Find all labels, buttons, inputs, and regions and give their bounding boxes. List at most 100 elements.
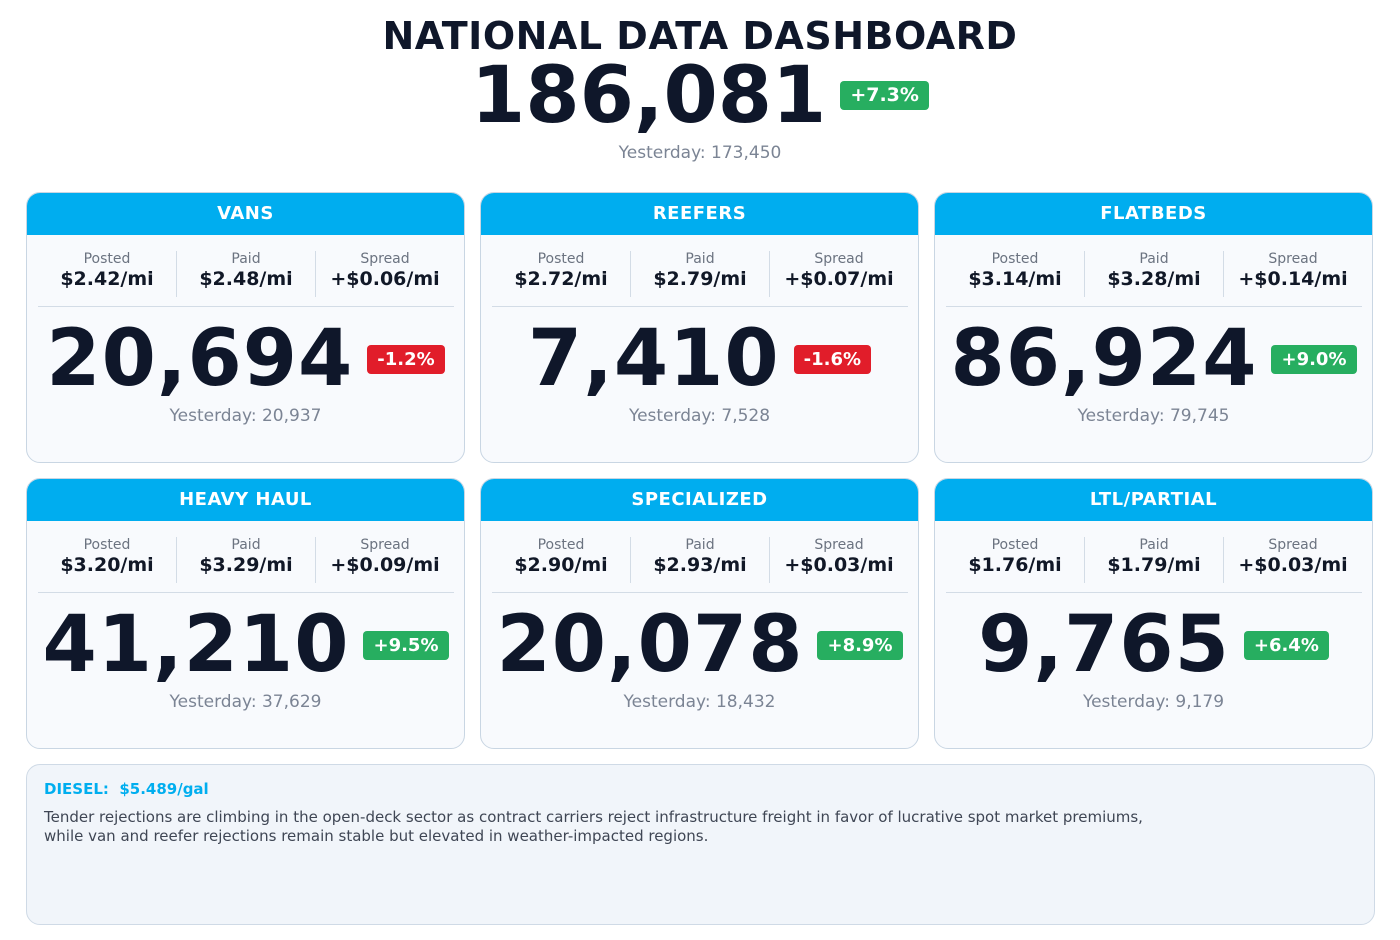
paid-value: $1.79/mi: [1107, 554, 1201, 576]
load-count-row: 20,694 -1.2%: [27, 317, 464, 401]
load-count-row: 41,210 +9.5%: [27, 603, 464, 687]
spread-label: Spread: [360, 251, 410, 267]
spread-label: Spread: [814, 251, 864, 267]
divider: [38, 592, 454, 593]
posted-rate: Posted $2.72/mi: [492, 251, 631, 297]
spread-label: Spread: [1268, 537, 1318, 553]
load-count-row: 86,924 +9.0%: [935, 317, 1372, 401]
load-count: 20,694: [46, 314, 354, 404]
yesterday-value: Yesterday: 18,432: [623, 692, 776, 712]
divider: [492, 592, 908, 593]
paid-value: $2.93/mi: [653, 554, 747, 576]
spread-rate: Spread +$0.03/mi: [1224, 537, 1362, 583]
paid-label: Paid: [685, 537, 715, 553]
paid-rate: Paid $2.48/mi: [177, 251, 316, 297]
card-title: HEAVY HAUL: [27, 479, 464, 521]
posted-value: $2.42/mi: [60, 268, 154, 290]
national-total: 186,081 +7.3%: [0, 56, 1400, 136]
posted-rate: Posted $3.20/mi: [38, 537, 177, 583]
card-title: SPECIALIZED: [481, 479, 918, 521]
posted-value: $1.76/mi: [968, 554, 1062, 576]
load-count-row: 9,765 +6.4%: [935, 603, 1372, 687]
change-badge: -1.6%: [793, 344, 872, 374]
posted-rate: Posted $1.76/mi: [946, 537, 1085, 583]
paid-value: $3.29/mi: [199, 554, 293, 576]
spread-value: +$0.03/mi: [784, 554, 894, 576]
posted-value: $3.20/mi: [60, 554, 154, 576]
posted-label: Posted: [991, 251, 1039, 267]
rate-summary: Posted $3.20/mi Paid $3.29/mi Spread +$0…: [38, 537, 454, 583]
total-loads-value: 186,081: [471, 51, 827, 141]
paid-value: $2.48/mi: [199, 268, 293, 290]
spread-rate: Spread +$0.09/mi: [316, 537, 454, 583]
change-badge: +9.0%: [1271, 344, 1357, 374]
load-count: 7,410: [527, 314, 780, 404]
diesel-price: DIESEL: $5.489/gal: [44, 780, 209, 798]
posted-label: Posted: [537, 537, 585, 553]
posted-label: Posted: [991, 537, 1039, 553]
posted-label: Posted: [83, 537, 131, 553]
paid-value: $2.79/mi: [653, 268, 747, 290]
paid-rate: Paid $2.93/mi: [631, 537, 770, 583]
card-flatbeds: FLATBEDS Posted $3.14/mi Paid $3.28/mi S…: [934, 192, 1373, 463]
divider: [946, 592, 1362, 593]
paid-label: Paid: [231, 537, 261, 553]
market-notes-panel: DIESEL: $5.489/gal Tender rejections are…: [26, 764, 1375, 925]
spread-rate: Spread +$0.06/mi: [316, 251, 454, 297]
rate-summary: Posted $3.14/mi Paid $3.28/mi Spread +$0…: [946, 251, 1362, 297]
spread-value: +$0.14/mi: [1238, 268, 1348, 290]
posted-label: Posted: [83, 251, 131, 267]
divider: [946, 306, 1362, 307]
divider: [38, 306, 454, 307]
paid-label: Paid: [1139, 251, 1169, 267]
posted-rate: Posted $3.14/mi: [946, 251, 1085, 297]
posted-rate: Posted $2.90/mi: [492, 537, 631, 583]
spread-value: +$0.07/mi: [784, 268, 894, 290]
posted-value: $2.72/mi: [514, 268, 608, 290]
posted-value: $3.14/mi: [968, 268, 1062, 290]
spread-label: Spread: [1268, 251, 1318, 267]
rate-summary: Posted $1.76/mi Paid $1.79/mi Spread +$0…: [946, 537, 1362, 583]
load-count: 20,078: [496, 600, 804, 690]
spread-value: +$0.03/mi: [1238, 554, 1348, 576]
total-change-badge: +7.3%: [840, 80, 929, 110]
total-yesterday: Yesterday: 173,450: [618, 143, 782, 163]
spread-label: Spread: [814, 537, 864, 553]
spread-rate: Spread +$0.14/mi: [1224, 251, 1362, 297]
change-badge: +6.4%: [1243, 630, 1329, 660]
spread-rate: Spread +$0.03/mi: [770, 537, 908, 583]
load-count-row: 20,078 +8.9%: [481, 603, 918, 687]
market-commentary: Tender rejections are climbing in the op…: [44, 808, 1143, 845]
yesterday-value: Yesterday: 9,179: [1082, 692, 1225, 712]
spread-value: +$0.09/mi: [330, 554, 440, 576]
card-vans: VANS Posted $2.42/mi Paid $2.48/mi Sprea…: [26, 192, 465, 463]
paid-rate: Paid $3.29/mi: [177, 537, 316, 583]
load-count: 86,924: [950, 314, 1258, 404]
divider: [492, 306, 908, 307]
card-title: LTL/PARTIAL: [935, 479, 1372, 521]
paid-label: Paid: [1139, 537, 1169, 553]
card-ltl-partial: LTL/PARTIAL Posted $1.76/mi Paid $1.79/m…: [934, 478, 1373, 749]
spread-value: +$0.06/mi: [330, 268, 440, 290]
yesterday-value: Yesterday: 37,629: [169, 692, 322, 712]
paid-rate: Paid $2.79/mi: [631, 251, 770, 297]
paid-value: $3.28/mi: [1107, 268, 1201, 290]
change-badge: +9.5%: [363, 630, 449, 660]
spread-rate: Spread +$0.07/mi: [770, 251, 908, 297]
posted-label: Posted: [537, 251, 585, 267]
card-reefers: REEFERS Posted $2.72/mi Paid $2.79/mi Sp…: [480, 192, 919, 463]
card-title: VANS: [27, 193, 464, 235]
spread-label: Spread: [360, 537, 410, 553]
card-heavy-haul: HEAVY HAUL Posted $3.20/mi Paid $3.29/mi…: [26, 478, 465, 749]
load-count: 9,765: [978, 600, 1230, 690]
rate-summary: Posted $2.90/mi Paid $2.93/mi Spread +$0…: [492, 537, 908, 583]
paid-label: Paid: [685, 251, 715, 267]
posted-rate: Posted $2.42/mi: [38, 251, 177, 297]
posted-value: $2.90/mi: [514, 554, 608, 576]
yesterday-value: Yesterday: 20,937: [169, 406, 322, 426]
paid-rate: Paid $3.28/mi: [1085, 251, 1224, 297]
change-badge: -1.2%: [367, 344, 445, 374]
yesterday-value: Yesterday: 79,745: [1077, 406, 1230, 426]
rate-summary: Posted $2.72/mi Paid $2.79/mi Spread +$0…: [492, 251, 908, 297]
change-badge: +8.9%: [817, 630, 903, 660]
